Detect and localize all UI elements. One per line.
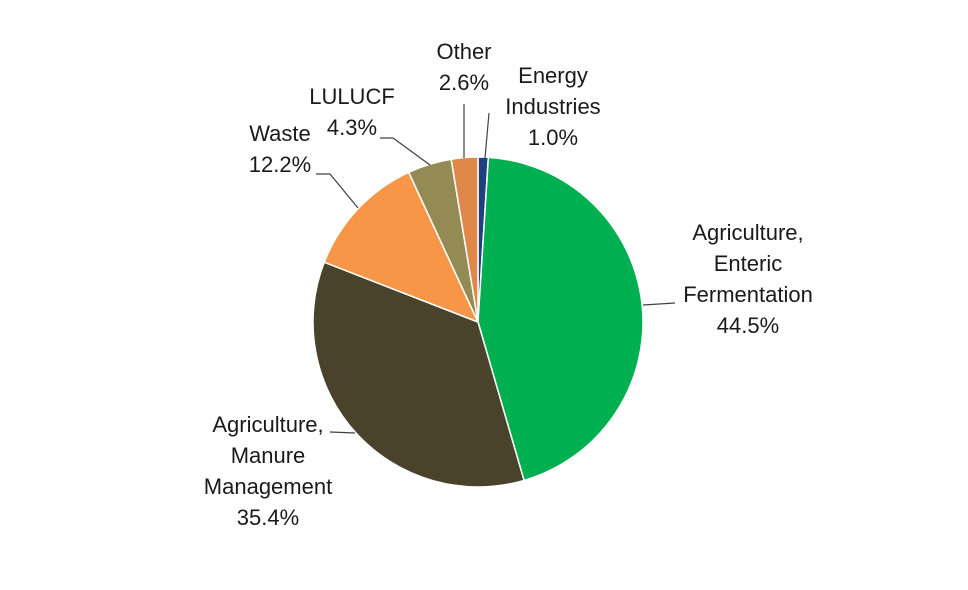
slice-name-line: Agriculture, xyxy=(692,220,803,245)
leader-line-lulucf xyxy=(380,137,431,166)
slice-label-lulucf: LULUCF 4.3% xyxy=(309,84,395,140)
leader-lines-layer xyxy=(316,104,676,434)
slice-name-line: Enteric xyxy=(714,251,782,276)
slice-label-waste: Waste 12.2% xyxy=(249,121,311,177)
slice-label-other: Other 2.6% xyxy=(436,39,491,95)
slice-label-agriculture-manure-management: Agriculture, Manure Management 35.4% xyxy=(204,412,332,530)
slice-name-line: Industries xyxy=(505,94,600,119)
pie-slice-agriculture-enteric-fermentation xyxy=(477,156,644,482)
slice-value-label: 2.6% xyxy=(439,70,489,95)
slice-name-line: Energy xyxy=(518,63,588,88)
slice-name-line: Waste xyxy=(249,121,311,146)
leader-line-energy-industries xyxy=(484,112,490,159)
leader-line-waste xyxy=(316,173,359,209)
slice-name-line: LULUCF xyxy=(309,84,395,109)
slice-name-line: Manure xyxy=(231,443,306,468)
slices-layer xyxy=(312,156,644,488)
leader-line-agriculture-manure-management xyxy=(329,431,356,434)
slice-value-label: 44.5% xyxy=(717,313,779,338)
slice-name-line: Agriculture, xyxy=(212,412,323,437)
leader-line-agriculture-enteric-fermentation xyxy=(642,302,676,306)
labels-layer: Energy Industries 1.0% Agriculture, Enteric F… xyxy=(204,39,813,530)
slice-name-line: Management xyxy=(204,474,332,499)
slice-value-label: 12.2% xyxy=(249,152,311,177)
pie-slice-waste xyxy=(323,171,480,324)
slice-label-energy-industries: Energy Industries 1.0% xyxy=(505,63,600,150)
slice-name-line: Other xyxy=(436,39,491,64)
slice-value-label: 4.3% xyxy=(327,115,377,140)
pie-slice-agriculture-manure-management xyxy=(312,261,525,488)
slice-value-label: 35.4% xyxy=(237,505,299,530)
slice-label-agriculture-enteric-fermentation: Agriculture, Enteric Fermentation 44.5% xyxy=(683,220,813,338)
slice-name-line: Fermentation xyxy=(683,282,813,307)
slice-value-label: 1.0% xyxy=(528,125,578,150)
